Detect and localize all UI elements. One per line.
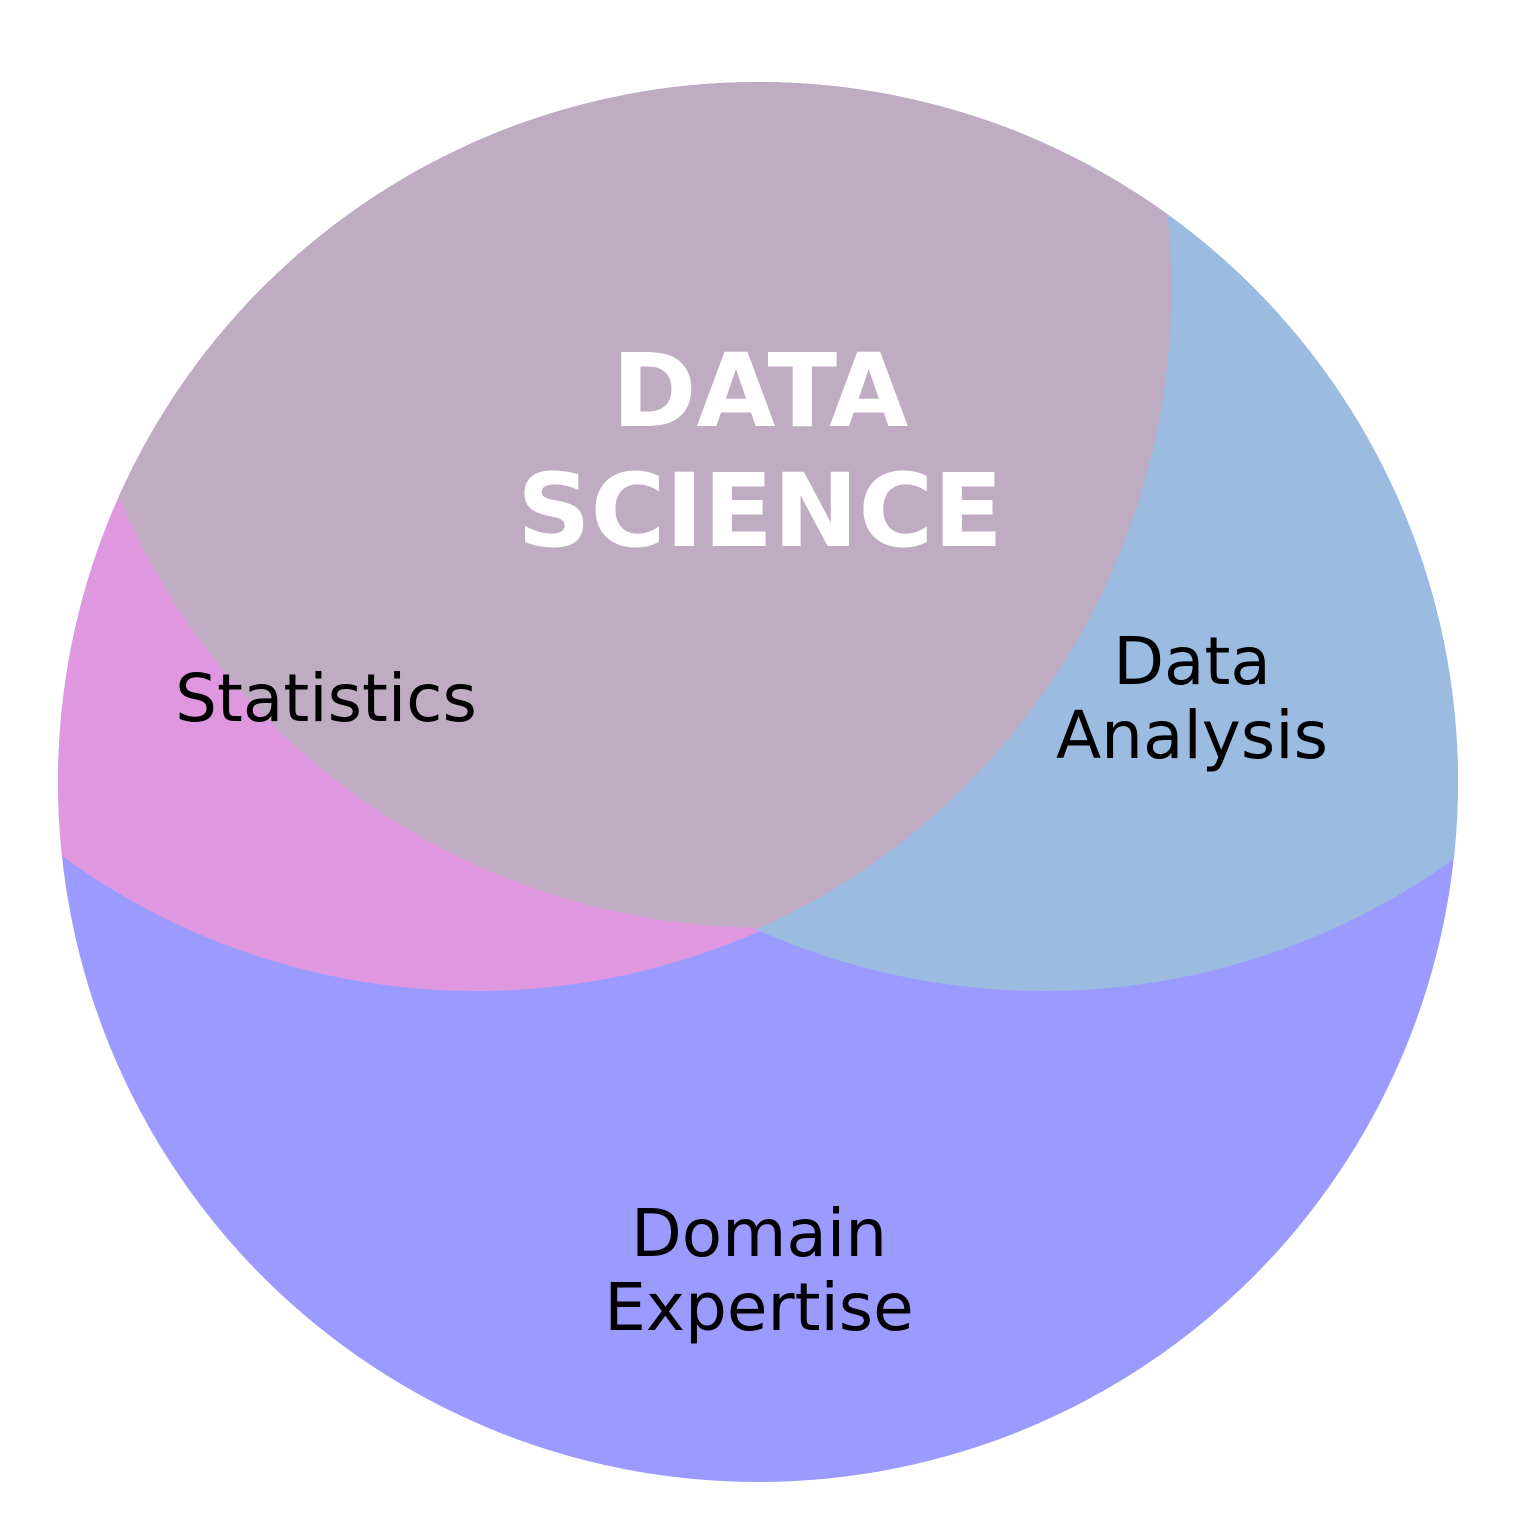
domain-expertise-label-line-2: Expertise	[604, 1269, 914, 1346]
statistics-label: Statistics	[175, 660, 477, 737]
data-science-region	[64, 82, 1172, 928]
diagram-title-line-2: SCIENCE	[517, 452, 1003, 571]
data-analysis-label-line-2: Analysis	[1056, 697, 1328, 774]
data-analysis-label-line-1: Data	[1113, 623, 1271, 700]
diagram-title-line-1: DATA	[612, 332, 908, 451]
domain-expertise-label-line-1: Domain	[631, 1195, 887, 1272]
